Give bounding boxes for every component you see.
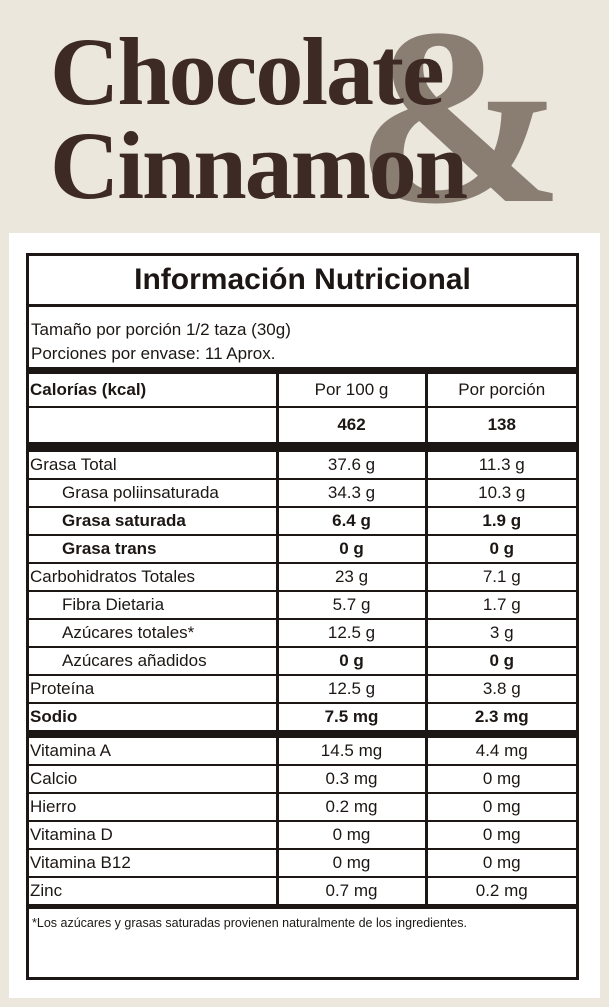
nutrient-row: Carbohidratos Totales 23 g 7.1 g (29, 563, 576, 592)
nutrient-per-serving: 3.8 g (424, 675, 576, 704)
calories-header-row: Calorías (kcal) Por 100 g Por porción (29, 374, 576, 408)
nutrient-name: Calcio (29, 765, 277, 794)
nutrient-per-serving: 0 mg (424, 765, 576, 794)
col-per-100g: Por 100 g (275, 374, 426, 408)
nutrient-per-100g: 7.5 mg (275, 703, 426, 738)
nutrient-per-serving: 0 mg (424, 793, 576, 822)
nutrition-label: Información Nutricional Tamaño por porci… (26, 253, 579, 980)
calories-value-row: 462 138 (29, 407, 576, 442)
nutrient-row: Sodio 7.5 mg 2.3 mg (29, 703, 576, 738)
nutrient-per-100g: 0 g (275, 535, 426, 564)
nutrient-per-100g: 0.2 mg (275, 793, 426, 822)
calories-per-100g: 462 (275, 407, 426, 442)
nutrient-per-100g: 12.5 g (275, 675, 426, 704)
nutrient-per-100g: 23 g (275, 563, 426, 592)
label-footnote: *Los azúcares y grasas saturadas provien… (29, 904, 576, 938)
nutrient-per-100g: 34.3 g (275, 479, 426, 508)
nutrient-per-100g: 0.3 mg (275, 765, 426, 794)
calories-label: Calorías (kcal) (29, 374, 277, 408)
nutrient-per-serving: 2.3 mg (424, 703, 576, 738)
nutrient-per-serving: 0.2 mg (424, 877, 576, 904)
nutrient-per-100g: 37.6 g (275, 452, 426, 480)
nutrient-row: Grasa trans 0 g 0 g (29, 535, 576, 564)
nutrient-per-serving: 1.9 g (424, 507, 576, 536)
nutrient-name: Sodio (29, 703, 277, 738)
serving-size: Tamaño por porción 1/2 taza (30g) (31, 320, 291, 339)
nutrient-per-100g: 5.7 g (275, 591, 426, 620)
nutrient-row: Calcio 0.3 mg 0 mg (29, 765, 576, 794)
nutrient-per-serving: 0 mg (424, 821, 576, 850)
nutrient-name: Vitamina A (29, 734, 277, 766)
servings-per-container: Porciones por envase: 11 Aprox. (31, 344, 276, 363)
nutrient-row: Fibra Dietaria 5.7 g 1.7 g (29, 591, 576, 620)
brand-word-chocolate: Chocolate (50, 18, 445, 125)
nutrient-per-serving: 0 mg (424, 849, 576, 878)
brand-word-cinnamon: Cinnamon (50, 112, 468, 219)
nutrient-per-serving: 7.1 g (424, 563, 576, 592)
nutrition-panel: Información Nutricional Tamaño por porci… (9, 233, 600, 998)
nutrient-row: Vitamina D 0 mg 0 mg (29, 821, 576, 850)
brand-header: & Chocolate Cinnamon (0, 0, 609, 242)
nutrient-name: Hierro (29, 793, 277, 822)
brand-ampersand: & (355, 0, 565, 256)
nutrient-row: Vitamina A 14.5 mg 4.4 mg (29, 734, 576, 766)
nutrient-per-100g: 14.5 mg (275, 734, 426, 766)
nutrient-per-serving: 0 g (424, 535, 576, 564)
nutrient-name: Vitamina B12 (29, 849, 277, 878)
nutrient-per-100g: 0 mg (275, 821, 426, 850)
nutrient-per-100g: 0 mg (275, 849, 426, 878)
nutrient-name: Grasa saturada (29, 507, 277, 536)
nutrient-name: Vitamina D (29, 821, 277, 850)
nutrient-per-serving: 3 g (424, 619, 576, 648)
nutrient-table: Calorías (kcal) Por 100 g Por porción 46… (29, 374, 576, 904)
nutrient-per-serving: 10.3 g (424, 479, 576, 508)
nutrient-per-100g: 0.7 mg (275, 877, 426, 904)
nutrient-row: Azúcares añadidos 0 g 0 g (29, 647, 576, 676)
nutrient-per-serving: 1.7 g (424, 591, 576, 620)
nutrient-row: Azúcares totales* 12.5 g 3 g (29, 619, 576, 648)
nutrient-row: Grasa Total 37.6 g 11.3 g (29, 452, 576, 480)
calories-per-serving: 138 (424, 407, 576, 442)
label-title: Información Nutricional (29, 256, 576, 307)
col-per-serving: Por porción (424, 374, 576, 408)
nutrient-row: Grasa poliinsaturada 34.3 g 10.3 g (29, 479, 576, 508)
nutrient-name: Azúcares añadidos (29, 647, 277, 676)
nutrient-name: Proteína (29, 675, 277, 704)
nutrient-per-serving: 11.3 g (424, 452, 576, 480)
nutrient-name: Grasa trans (29, 535, 277, 564)
nutrient-name: Zinc (30, 881, 63, 900)
nutrient-name: Fibra Dietaria (29, 591, 277, 620)
nutrient-per-100g: 12.5 g (275, 619, 426, 648)
nutrient-name: Carbohidratos Totales (29, 563, 277, 592)
nutrient-row: Hierro 0.2 mg 0 mg (29, 793, 576, 822)
nutrient-row: Vitamina B12 0 mg 0 mg (29, 849, 576, 878)
nutrient-name: Grasa Total (29, 452, 277, 480)
nutrient-per-100g: 6.4 g (275, 507, 426, 536)
serving-info: Tamaño por porción 1/2 taza (30g) Porcio… (29, 307, 576, 374)
nutrient-name: Azúcares totales* (29, 619, 277, 648)
nutrient-row: Grasa saturada 6.4 g 1.9 g (29, 507, 576, 536)
divider-bar (29, 442, 576, 452)
nutrient-name: Grasa poliinsaturada (29, 479, 277, 508)
nutrient-row: Proteína 12.5 g 3.8 g (29, 675, 576, 704)
nutrient-row: Zinc 0.7 mg 0.2 mg (29, 877, 576, 904)
nutrient-per-serving: 0 g (424, 647, 576, 676)
nutrient-per-100g: 0 g (275, 647, 426, 676)
nutrient-per-serving: 4.4 mg (424, 734, 576, 766)
